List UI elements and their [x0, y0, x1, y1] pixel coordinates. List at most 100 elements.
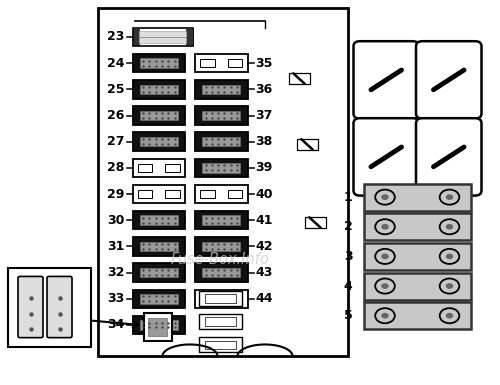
FancyBboxPatch shape — [200, 190, 215, 198]
FancyBboxPatch shape — [140, 59, 177, 68]
FancyBboxPatch shape — [140, 137, 177, 146]
FancyBboxPatch shape — [202, 85, 240, 94]
FancyBboxPatch shape — [140, 242, 177, 251]
FancyBboxPatch shape — [228, 190, 242, 198]
FancyBboxPatch shape — [195, 132, 248, 151]
FancyBboxPatch shape — [140, 85, 177, 94]
Circle shape — [446, 194, 453, 200]
Text: 41: 41 — [256, 214, 273, 227]
Text: 29: 29 — [107, 187, 124, 201]
FancyBboxPatch shape — [205, 341, 236, 349]
FancyBboxPatch shape — [195, 237, 248, 256]
FancyBboxPatch shape — [132, 159, 185, 177]
FancyBboxPatch shape — [199, 338, 242, 352]
FancyBboxPatch shape — [195, 80, 248, 99]
FancyBboxPatch shape — [148, 318, 168, 336]
FancyBboxPatch shape — [132, 237, 185, 256]
FancyBboxPatch shape — [364, 213, 471, 240]
FancyBboxPatch shape — [186, 29, 193, 45]
FancyBboxPatch shape — [354, 41, 419, 119]
Circle shape — [382, 224, 388, 229]
Text: 32: 32 — [107, 266, 124, 279]
Text: 39: 39 — [256, 161, 273, 174]
FancyBboxPatch shape — [47, 276, 72, 338]
FancyBboxPatch shape — [132, 132, 185, 151]
FancyBboxPatch shape — [132, 29, 139, 45]
Text: 4: 4 — [344, 280, 352, 293]
FancyBboxPatch shape — [364, 243, 471, 270]
FancyBboxPatch shape — [195, 106, 248, 125]
Circle shape — [446, 283, 453, 289]
FancyBboxPatch shape — [288, 73, 310, 84]
Circle shape — [382, 254, 388, 259]
Text: 23: 23 — [107, 30, 124, 44]
FancyBboxPatch shape — [8, 268, 91, 346]
FancyBboxPatch shape — [140, 111, 177, 120]
FancyBboxPatch shape — [202, 163, 240, 172]
FancyBboxPatch shape — [98, 8, 348, 356]
FancyBboxPatch shape — [132, 54, 185, 72]
Text: 38: 38 — [256, 135, 273, 148]
Text: 30: 30 — [107, 214, 124, 227]
Circle shape — [446, 224, 453, 229]
Text: 1: 1 — [344, 191, 352, 204]
Text: 5: 5 — [344, 309, 352, 322]
FancyBboxPatch shape — [202, 268, 240, 277]
Text: 35: 35 — [256, 57, 273, 70]
FancyBboxPatch shape — [199, 315, 242, 329]
FancyBboxPatch shape — [304, 217, 326, 228]
FancyBboxPatch shape — [139, 31, 186, 43]
FancyBboxPatch shape — [205, 295, 236, 303]
Text: 44: 44 — [256, 292, 273, 305]
FancyBboxPatch shape — [140, 320, 177, 330]
FancyBboxPatch shape — [165, 164, 180, 172]
FancyBboxPatch shape — [296, 139, 318, 150]
Text: 33: 33 — [107, 292, 124, 305]
FancyBboxPatch shape — [202, 137, 240, 146]
FancyBboxPatch shape — [364, 184, 471, 211]
Circle shape — [382, 313, 388, 318]
FancyBboxPatch shape — [132, 316, 185, 334]
Text: 34: 34 — [107, 318, 124, 331]
Text: 3: 3 — [344, 250, 352, 263]
FancyBboxPatch shape — [132, 263, 185, 282]
Text: 31: 31 — [107, 240, 124, 253]
FancyBboxPatch shape — [132, 211, 185, 229]
FancyBboxPatch shape — [416, 41, 482, 119]
FancyBboxPatch shape — [416, 118, 482, 196]
Circle shape — [446, 313, 453, 318]
FancyBboxPatch shape — [140, 294, 177, 303]
FancyBboxPatch shape — [138, 190, 152, 198]
FancyBboxPatch shape — [205, 318, 236, 326]
Circle shape — [382, 283, 388, 289]
FancyBboxPatch shape — [195, 54, 248, 72]
FancyBboxPatch shape — [202, 242, 240, 251]
FancyBboxPatch shape — [132, 28, 193, 46]
Text: 43: 43 — [256, 266, 273, 279]
Text: 24: 24 — [107, 57, 124, 70]
FancyBboxPatch shape — [195, 185, 248, 203]
Text: 36: 36 — [256, 83, 273, 96]
FancyBboxPatch shape — [140, 268, 177, 277]
FancyBboxPatch shape — [144, 313, 172, 341]
Text: 42: 42 — [256, 240, 273, 253]
Text: 2: 2 — [344, 220, 352, 233]
FancyBboxPatch shape — [364, 302, 471, 329]
FancyBboxPatch shape — [132, 80, 185, 99]
Text: 27: 27 — [107, 135, 124, 148]
Text: 25: 25 — [107, 83, 124, 96]
FancyBboxPatch shape — [195, 159, 248, 177]
Text: 26: 26 — [107, 109, 124, 122]
FancyBboxPatch shape — [354, 118, 419, 196]
FancyBboxPatch shape — [200, 59, 215, 67]
FancyBboxPatch shape — [140, 216, 177, 225]
FancyBboxPatch shape — [202, 111, 240, 120]
FancyBboxPatch shape — [132, 185, 185, 203]
Text: Fuse-Box.Info: Fuse-Box.Info — [170, 253, 270, 267]
FancyBboxPatch shape — [195, 263, 248, 282]
FancyBboxPatch shape — [364, 273, 471, 300]
FancyBboxPatch shape — [165, 190, 180, 198]
Text: 28: 28 — [107, 161, 124, 174]
FancyBboxPatch shape — [228, 59, 242, 67]
FancyBboxPatch shape — [138, 164, 152, 172]
